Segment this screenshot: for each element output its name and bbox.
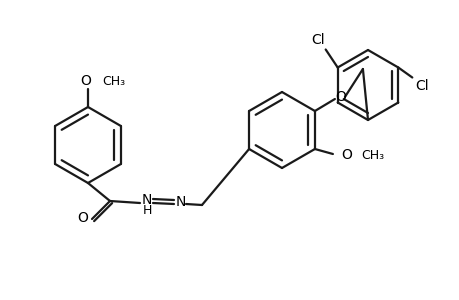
Text: Cl: Cl — [414, 79, 428, 92]
Text: H: H — [142, 205, 151, 218]
Text: O: O — [335, 90, 346, 104]
Text: O: O — [78, 211, 88, 225]
Text: O: O — [341, 148, 352, 162]
Text: N: N — [141, 193, 152, 207]
Text: Cl: Cl — [310, 32, 324, 46]
Text: CH₃: CH₃ — [360, 148, 383, 161]
Text: O: O — [80, 74, 91, 88]
Text: N: N — [175, 195, 186, 209]
Text: CH₃: CH₃ — [102, 74, 125, 88]
